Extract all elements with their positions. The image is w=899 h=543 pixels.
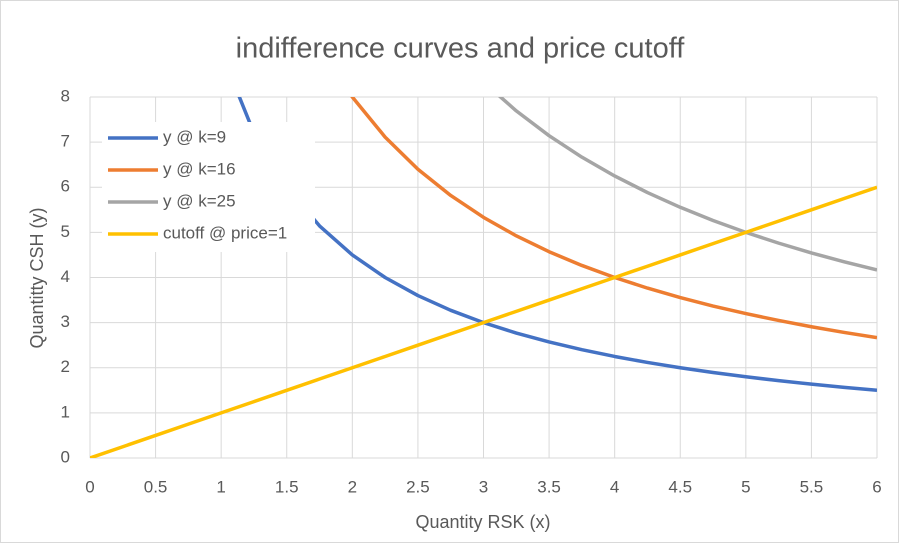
x-tick-label: 0.5 bbox=[144, 477, 168, 496]
series-line bbox=[90, 185, 877, 458]
y-axis-title: Quantitty CSH (y) bbox=[27, 207, 47, 348]
y-tick-label: 6 bbox=[61, 177, 70, 196]
series-line bbox=[497, 97, 877, 272]
x-tick-label: 4.5 bbox=[668, 477, 692, 496]
x-tick-label: 2 bbox=[348, 477, 357, 496]
legend-label: cutoff @ price=1 bbox=[163, 223, 287, 242]
series-line bbox=[237, 97, 877, 393]
x-tick-label: 6 bbox=[872, 477, 881, 496]
legend: y @ k=9 y @ k=16 y @ k=25 cutoff @ price=1 bbox=[102, 122, 315, 252]
y-tick-label: 2 bbox=[61, 357, 70, 376]
x-tick-label: 1.5 bbox=[275, 477, 299, 496]
y-tick-label: 8 bbox=[61, 86, 70, 105]
legend-label: y @ k=16 bbox=[163, 159, 236, 178]
y-tick-label: 7 bbox=[61, 132, 70, 151]
series-line bbox=[350, 97, 877, 340]
x-tick-label: 4 bbox=[610, 477, 619, 496]
chart-title: indifference curves and price cutoff bbox=[236, 33, 686, 65]
y-tick-label: 5 bbox=[61, 222, 70, 241]
legend-label: y @ k=25 bbox=[163, 191, 236, 210]
y-tick-label: 1 bbox=[61, 402, 70, 421]
x-tick-label: 5.5 bbox=[800, 477, 824, 496]
y-tick-label: 4 bbox=[61, 267, 70, 286]
legend-box bbox=[102, 122, 315, 252]
x-tick-label: 2.5 bbox=[406, 477, 430, 496]
x-tick-label: 1 bbox=[216, 477, 225, 496]
plot-area bbox=[90, 97, 877, 458]
x-tick-label: 0 bbox=[85, 477, 94, 496]
x-tick-label: 5 bbox=[741, 477, 750, 496]
y-tick-label: 3 bbox=[61, 312, 70, 331]
x-tick-label: 3 bbox=[479, 477, 488, 496]
x-axis-title: Quantity RSK (x) bbox=[415, 512, 550, 532]
x-tick-label: 3.5 bbox=[537, 477, 561, 496]
legend-label: y @ k=9 bbox=[163, 127, 226, 146]
y-tick-label: 0 bbox=[61, 447, 70, 466]
